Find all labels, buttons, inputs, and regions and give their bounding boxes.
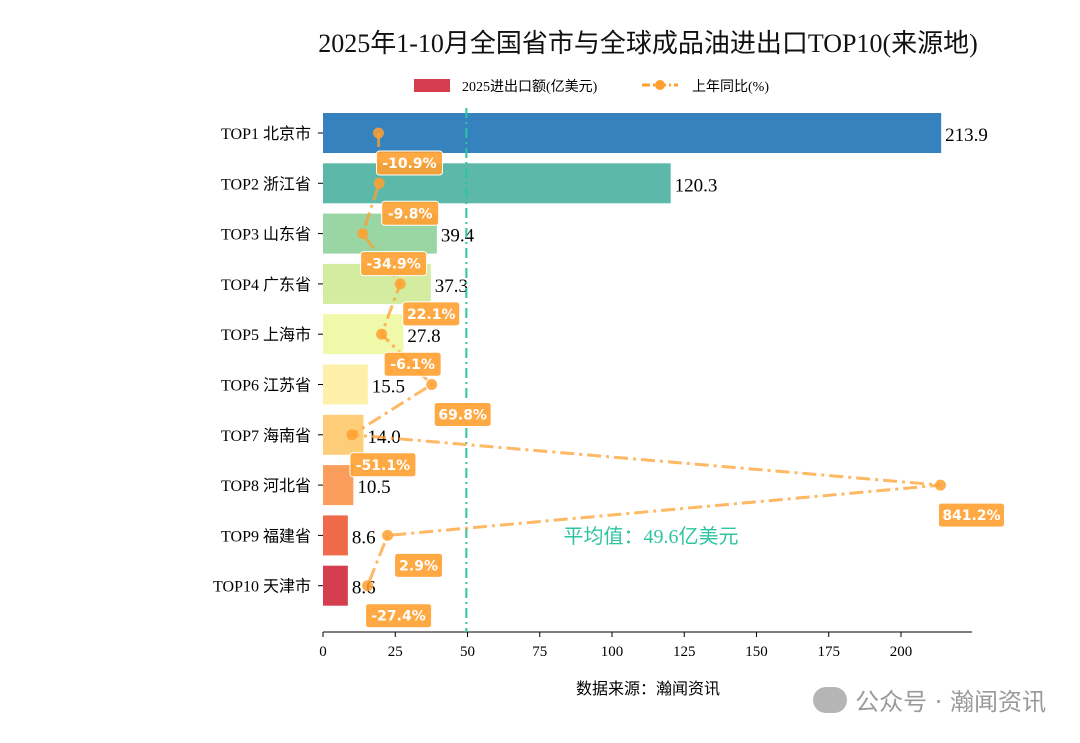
bar-value-label: 39.4	[441, 226, 475, 247]
yoy-marker	[373, 177, 385, 189]
bar-value-label: 10.5	[357, 477, 390, 498]
yoy-label-box	[349, 452, 417, 478]
watermark-text: 公众号 · 瀚闻资讯	[855, 688, 1046, 716]
bar-value-label: 37.3	[435, 276, 468, 297]
yoy-label: -9.8%	[388, 206, 433, 222]
bar	[323, 465, 354, 506]
yoy-marker	[376, 328, 388, 340]
bar-value-label: 120.3	[675, 175, 718, 196]
yoy-marker	[934, 479, 946, 491]
bar	[323, 565, 348, 606]
x-tick-label: 0	[319, 644, 327, 660]
yoy-label: -10.9%	[382, 156, 436, 172]
yoy-marker	[372, 127, 384, 139]
yoy-label: 69.8%	[438, 408, 487, 424]
yoy-label-box	[402, 301, 461, 327]
yoy-label: -34.9%	[366, 257, 420, 273]
x-tick-label: 150	[745, 644, 768, 660]
legend-label-bar: 2025进出口额(亿美元)	[462, 79, 598, 95]
x-tick-label: 75	[532, 644, 547, 660]
y-tick-label: TOP8 河北省	[221, 477, 311, 495]
x-tick-label: 50	[460, 644, 475, 660]
y-tick-label: TOP10 天津市	[213, 578, 311, 596]
yoy-label: -27.4%	[371, 609, 425, 625]
yoy-label-box	[394, 552, 444, 578]
bar	[323, 113, 942, 153]
y-tick-label: TOP2 浙江省	[221, 175, 311, 193]
yoy-label-box	[381, 200, 440, 226]
legend-marker	[655, 80, 665, 90]
yoy-marker	[382, 529, 394, 541]
x-tick-label: 200	[890, 644, 913, 660]
yoy-label: -6.1%	[390, 357, 435, 373]
bar	[323, 364, 368, 405]
bar	[323, 314, 404, 355]
legend-label-line: 上年同比(%)	[692, 79, 769, 95]
average-label: 平均值：49.6亿美元	[564, 525, 739, 548]
bar-value-label: 213.9	[945, 125, 988, 146]
bar	[323, 515, 348, 556]
chart-title: 2025年1-10月全国省市与全球成品油进出口TOP10(来源地)	[318, 29, 978, 58]
x-tick-label: 125	[673, 644, 696, 660]
yoy-label-box	[433, 402, 492, 427]
yoy-label-box	[383, 351, 442, 377]
y-tick-label: TOP7 海南省	[221, 427, 311, 445]
yoy-label: 22.1%	[407, 307, 456, 323]
legend-swatch-bar	[414, 79, 450, 92]
yoy-label-box	[375, 150, 443, 176]
y-tick-label: TOP5 上海市	[221, 326, 311, 344]
yoy-marker	[357, 228, 369, 240]
y-tick-label: TOP6 江苏省	[221, 377, 311, 395]
x-tick-label: 100	[601, 644, 624, 660]
source-note: 数据来源：瀚闻资讯	[576, 680, 720, 698]
y-tick-label: TOP9 福建省	[221, 527, 311, 545]
yoy-label-box	[937, 502, 1005, 528]
y-tick-label: TOP4 广东省	[221, 276, 311, 294]
bar-value-label: 8.6	[352, 527, 376, 548]
yoy-label-box	[360, 251, 428, 277]
watermark: 公众号 · 瀚闻资讯	[813, 682, 1046, 717]
yoy-marker	[346, 429, 358, 441]
y-tick-label: TOP3 山东省	[221, 226, 311, 244]
y-tick-label: TOP1 北京市	[221, 125, 311, 143]
yoy-label: 841.2%	[942, 508, 1000, 524]
yoy-marker	[394, 278, 406, 290]
wechat-icon	[813, 686, 848, 713]
x-tick-label: 25	[388, 644, 403, 660]
yoy-label-box	[365, 603, 433, 629]
yoy-label: 2.9%	[399, 558, 438, 574]
x-tick-label: 175	[818, 644, 841, 660]
yoy-label: -51.1%	[356, 458, 410, 474]
yoy-marker	[362, 580, 374, 592]
bar-value-label: 27.8	[407, 326, 440, 347]
yoy-marker	[426, 379, 438, 390]
bar-value-label: 15.5	[372, 377, 405, 398]
